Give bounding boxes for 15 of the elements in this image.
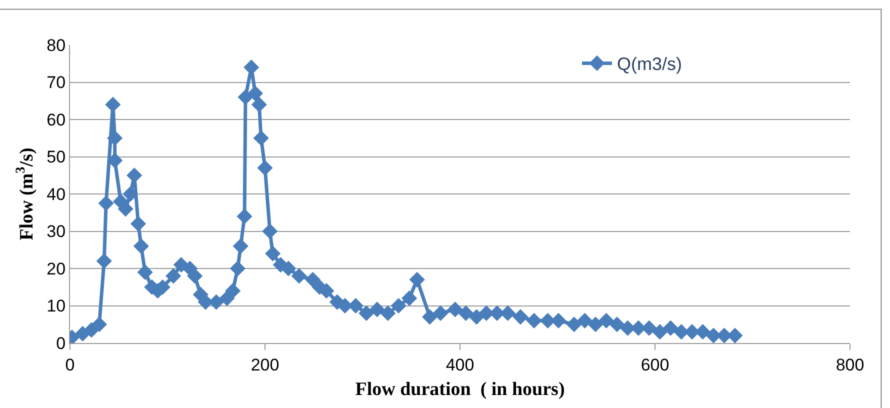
legend-label: Q(m3/s): [617, 54, 682, 74]
y-tick-label: 10: [46, 296, 66, 316]
x-axis-title: Flow duration ( in hours): [355, 379, 565, 400]
x-tick-label: 800: [836, 355, 864, 374]
x-tick-label: 600: [640, 355, 670, 374]
y-tick-label: 60: [46, 110, 66, 130]
y-tick-label: 0: [56, 334, 66, 353]
y-tick-label: 20: [46, 259, 66, 278]
x-tick-label: 200: [250, 355, 280, 374]
y-tick-label: 50: [46, 148, 66, 167]
x-tick-label: 400: [446, 355, 474, 374]
y-tick-label: 40: [46, 184, 66, 204]
y-tick-label: 70: [46, 73, 66, 92]
y-tick-label: 80: [46, 36, 66, 55]
y-tick-label: 30: [46, 222, 66, 242]
